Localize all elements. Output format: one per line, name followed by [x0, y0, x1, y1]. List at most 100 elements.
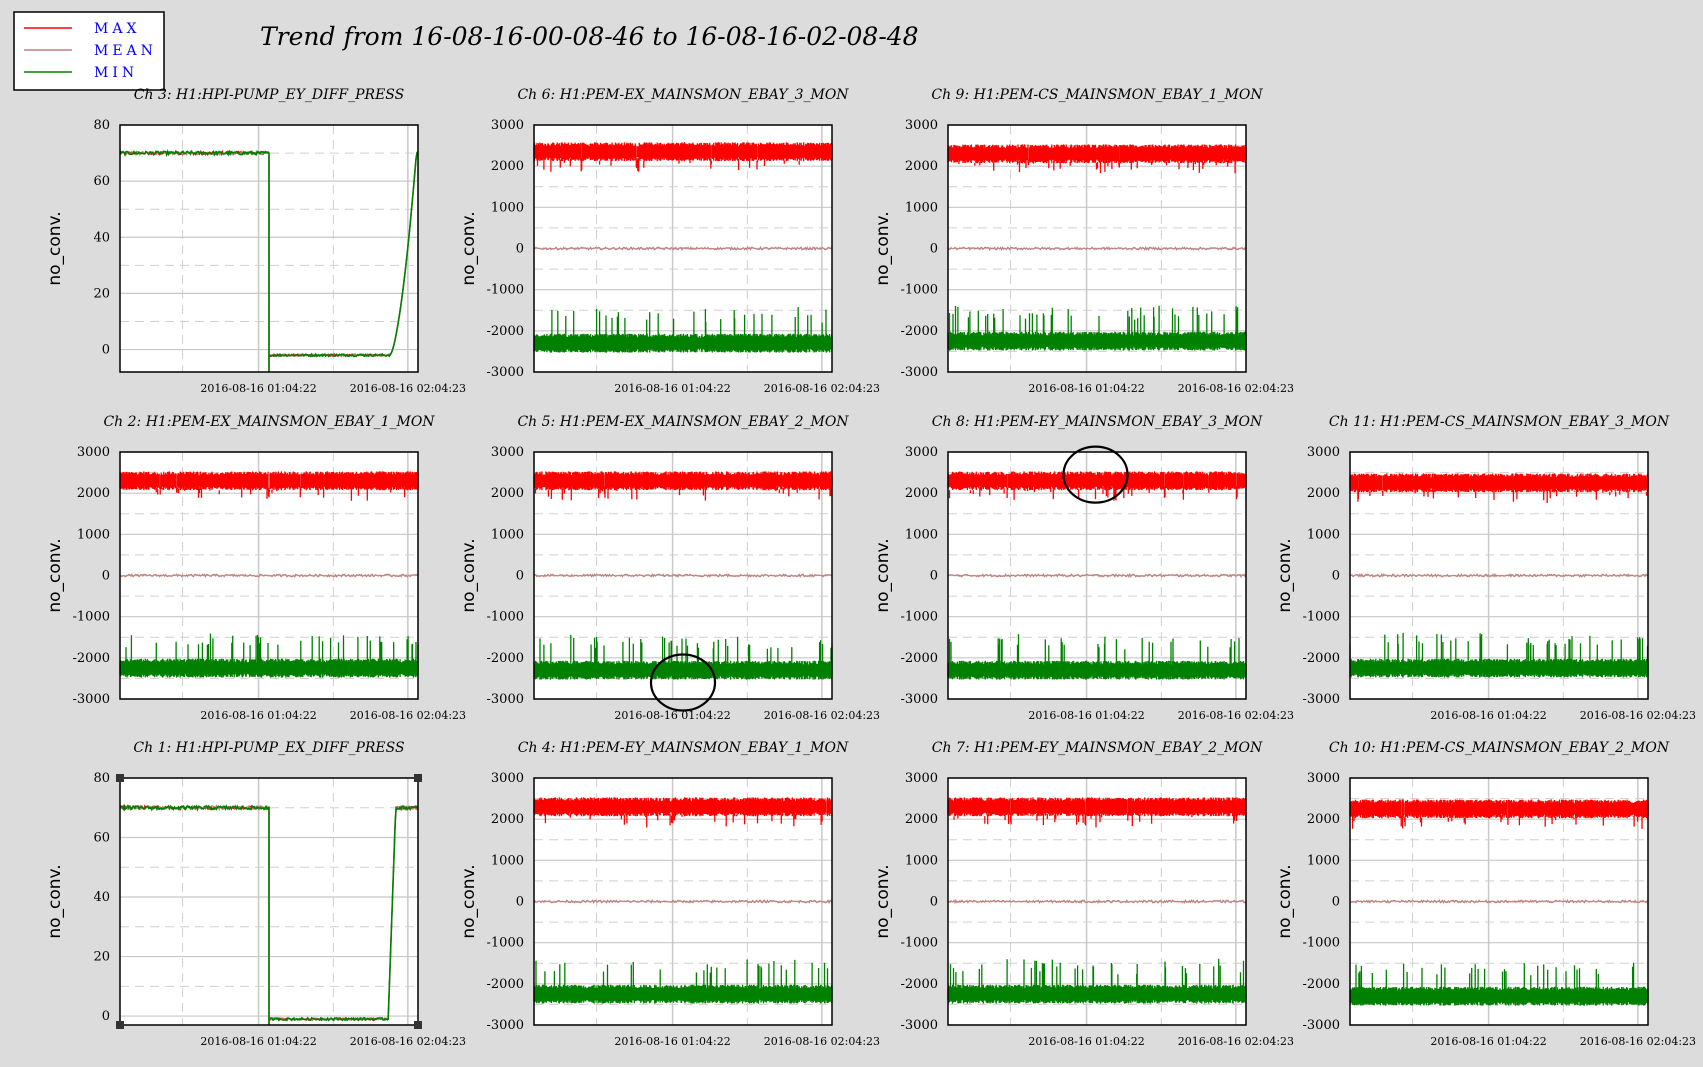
ytick-label-ch5-0: -3000 — [487, 692, 524, 707]
ytick-label-ch9-6: 3000 — [905, 118, 938, 133]
plot-frame-ch1 — [119, 777, 419, 1026]
panel-ch5: Ch 5: H1:PEM-EX_MAINSMON_EBAY_2_MON -3000… — [459, 414, 880, 722]
panels: Ch 3: H1:HPI-PUMP_EY_DIFF_PRESS 0 20 40 60 80… — [45, 87, 1696, 1048]
panel-ch2: Ch 2: H1:PEM-EX_MAINSMON_EBAY_1_MON -3000… — [45, 414, 466, 722]
ytick-label-ch5-2: -1000 — [487, 610, 524, 625]
xtick-label-ch2-1: 2016-08-16 02:04:23 — [350, 709, 466, 722]
plot-frame-ch9 — [947, 124, 1247, 373]
plot-frame-ch5 — [533, 451, 833, 700]
ytick-label-ch8-3: 0 — [930, 569, 938, 584]
ytick-label-ch1-3: 60 — [93, 831, 110, 846]
ytick-label-ch7-2: -1000 — [901, 936, 938, 951]
ylabel-ch2: no_conv. — [45, 538, 65, 612]
ytick-label-ch9-2: -1000 — [901, 283, 938, 298]
xtick-label-ch11-1: 2016-08-16 02:04:23 — [1580, 709, 1696, 722]
series-mean-ch2 — [120, 573, 419, 579]
ylabel-ch4: no_conv. — [459, 864, 479, 938]
ytick-label-ch1-4: 80 — [93, 771, 110, 786]
ytick-label-ch6-1: -2000 — [487, 324, 524, 339]
ytick-label-ch8-4: 1000 — [905, 527, 938, 542]
panel-title-ch1: Ch 1: H1:HPI-PUMP_EX_DIFF_PRESS — [133, 740, 404, 756]
ytick-label-ch1-1: 20 — [93, 950, 110, 965]
ytick-label-ch2-0: -3000 — [73, 692, 110, 707]
panel-title-ch8: Ch 8: H1:PEM-EY_MAINSMON_EBAY_3_MON — [932, 414, 1263, 430]
xtick-label-ch7-0: 2016-08-16 01:04:22 — [1028, 1035, 1144, 1048]
xtick-label-ch9-0: 2016-08-16 01:04:22 — [1028, 382, 1144, 395]
xtick-label-ch5-1: 2016-08-16 02:04:23 — [764, 709, 880, 722]
panel-ch3: Ch 3: H1:HPI-PUMP_EY_DIFF_PRESS 0 20 40 60 80… — [45, 87, 466, 395]
ytick-label-ch11-5: 2000 — [1307, 486, 1340, 501]
panel-ch7: Ch 7: H1:PEM-EY_MAINSMON_EBAY_2_MON -3000… — [873, 740, 1294, 1048]
panel-title-ch6: Ch 6: H1:PEM-EX_MAINSMON_EBAY_3_MON — [517, 87, 849, 103]
ytick-label-ch8-5: 2000 — [905, 486, 938, 501]
series-mean-ch7 — [947, 898, 1247, 905]
panel-ch4: Ch 4: H1:PEM-EY_MAINSMON_EBAY_1_MON -3000… — [459, 740, 880, 1048]
xtick-label-ch8-1: 2016-08-16 02:04:23 — [1178, 709, 1294, 722]
ytick-label-ch9-4: 1000 — [905, 200, 938, 215]
plot-frame-ch3 — [119, 124, 419, 373]
legend-box — [13, 11, 165, 91]
ytick-label-ch2-4: 1000 — [77, 527, 110, 542]
ytick-label-ch4-3: 0 — [516, 895, 524, 910]
ylabel-ch11: no_conv. — [1275, 538, 1295, 612]
ytick-label-ch1-0: 0 — [102, 1009, 110, 1024]
ytick-label-ch4-4: 1000 — [491, 853, 524, 868]
ytick-label-ch3-4: 80 — [93, 118, 110, 133]
panel-ch11: Ch 11: H1:PEM-CS_MAINSMON_EBAY_3_MON -300… — [1275, 414, 1696, 722]
ytick-label-ch9-5: 2000 — [905, 159, 938, 174]
panel-ch8: Ch 8: H1:PEM-EY_MAINSMON_EBAY_3_MON -3000… — [873, 414, 1294, 722]
plot-frame-ch7 — [947, 777, 1247, 1026]
ytick-label-ch3-1: 20 — [93, 286, 110, 301]
ytick-label-ch5-5: 2000 — [491, 486, 524, 501]
ytick-label-ch11-1: -2000 — [1303, 651, 1340, 666]
xtick-label-ch6-0: 2016-08-16 01:04:22 — [614, 382, 730, 395]
panel-title-ch11: Ch 11: H1:PEM-CS_MAINSMON_EBAY_3_MON — [1329, 414, 1670, 430]
ytick-label-ch2-6: 3000 — [77, 445, 110, 460]
series-min-ch1 — [119, 803, 419, 1025]
ytick-label-ch10-4: 1000 — [1307, 853, 1340, 868]
ytick-label-ch3-2: 40 — [93, 230, 110, 245]
xtick-label-ch5-0: 2016-08-16 01:04:22 — [614, 709, 730, 722]
ytick-label-ch11-4: 1000 — [1307, 527, 1340, 542]
ytick-label-ch8-1: -2000 — [901, 651, 938, 666]
legend: MAX MEAN MIN — [13, 11, 165, 91]
ytick-label-ch2-3: 0 — [102, 569, 110, 584]
ytick-label-ch7-3: 0 — [930, 895, 938, 910]
ytick-label-ch4-1: -2000 — [487, 977, 524, 992]
highlight-circle-ch8 — [1062, 445, 1129, 504]
ytick-label-ch6-3: 0 — [516, 242, 524, 257]
xtick-label-ch4-1: 2016-08-16 02:04:23 — [764, 1035, 880, 1048]
legend-label-max: MAX — [94, 21, 140, 37]
series-mean-ch6 — [533, 245, 833, 252]
ylabel-ch8: no_conv. — [873, 538, 893, 612]
ytick-label-ch4-2: -1000 — [487, 936, 524, 951]
series-mean-ch9 — [947, 245, 1247, 252]
panel-ch9: Ch 9: H1:PEM-CS_MAINSMON_EBAY_1_MON -3000… — [873, 87, 1294, 395]
ytick-label-ch6-5: 2000 — [491, 159, 524, 174]
plot-frame-ch2 — [119, 451, 419, 700]
ylabel-ch3: no_conv. — [45, 211, 65, 285]
panel-ch10: Ch 10: H1:PEM-CS_MAINSMON_EBAY_2_MON -300… — [1275, 740, 1696, 1048]
ytick-label-ch5-3: 0 — [516, 569, 524, 584]
highlight-circle-ch5 — [649, 653, 717, 712]
ytick-label-ch5-1: -2000 — [487, 651, 524, 666]
xtick-label-ch11-0: 2016-08-16 01:04:22 — [1430, 709, 1546, 722]
ytick-label-ch10-0: -3000 — [1303, 1018, 1340, 1033]
ytick-label-ch4-5: 2000 — [491, 812, 524, 827]
xtick-label-ch1-0: 2016-08-16 01:04:22 — [200, 1035, 316, 1048]
xtick-label-ch6-1: 2016-08-16 02:04:23 — [764, 382, 880, 395]
panel-title-ch9: Ch 9: H1:PEM-CS_MAINSMON_EBAY_1_MON — [931, 87, 1263, 103]
plot-frame-ch4 — [533, 777, 833, 1026]
xtick-label-ch3-0: 2016-08-16 01:04:22 — [200, 382, 316, 395]
ytick-label-ch6-2: -1000 — [487, 283, 524, 298]
panel-title-ch5: Ch 5: H1:PEM-EX_MAINSMON_EBAY_2_MON — [517, 414, 849, 430]
ytick-label-ch4-6: 3000 — [491, 771, 524, 786]
panel-title-ch2: Ch 2: H1:PEM-EX_MAINSMON_EBAY_1_MON — [103, 414, 435, 430]
ytick-label-ch11-3: 0 — [1332, 569, 1340, 584]
ytick-label-ch5-6: 3000 — [491, 445, 524, 460]
panel-ch1: Ch 1: H1:HPI-PUMP_EX_DIFF_PRESS 0 20 40 60 80… — [45, 740, 466, 1048]
ytick-label-ch4-0: -3000 — [487, 1018, 524, 1033]
ytick-label-ch2-1: -2000 — [73, 651, 110, 666]
ylabel-ch5: no_conv. — [459, 538, 479, 612]
